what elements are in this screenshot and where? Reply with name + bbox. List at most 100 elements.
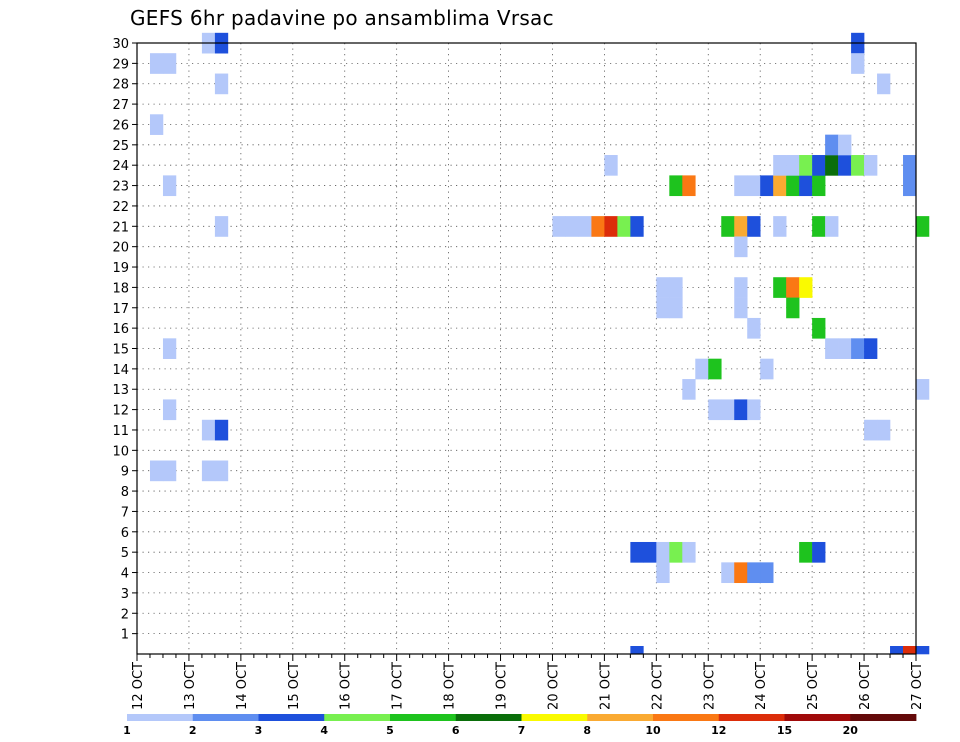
heatmap-cell	[214, 419, 229, 441]
chart-title: GEFS 6hr padavine po ansamblima Vrsac	[130, 6, 554, 30]
heatmap-cell	[903, 175, 917, 197]
heatmap-cell	[903, 646, 917, 655]
heatmap-cell	[760, 358, 774, 380]
y-tick-label: 3	[121, 587, 129, 602]
colorbar-label: 5	[386, 724, 394, 737]
heatmap-cell	[734, 216, 748, 237]
colorbar-segment	[653, 714, 720, 721]
x-tick-label: 26 OCT	[858, 662, 873, 710]
y-tick-label: 23	[112, 180, 129, 195]
heatmap-cell	[786, 175, 800, 197]
heatmap-cell	[747, 399, 761, 421]
heatmap-cell	[786, 277, 800, 298]
y-tick-label: 6	[121, 526, 129, 541]
heatmap-cell	[162, 175, 177, 197]
heatmap-cell	[799, 155, 813, 176]
y-tick-label: 15	[112, 343, 129, 358]
heatmap-cell	[864, 419, 878, 441]
x-tick-label: 23 OCT	[702, 662, 717, 710]
y-tick-label: 1	[121, 628, 129, 643]
heatmap-cell	[201, 460, 216, 482]
heatmap-cell	[695, 358, 709, 380]
heatmap-cell	[747, 562, 761, 584]
heatmap-cell	[838, 155, 852, 176]
x-tick-label: 27 OCT	[910, 662, 925, 710]
y-tick-label: 17	[112, 302, 129, 317]
heatmap-cell	[149, 460, 164, 482]
heatmap-cell	[786, 297, 800, 319]
heatmap-cell	[604, 216, 618, 237]
heatmap-cell	[812, 216, 826, 237]
heatmap-cell	[799, 277, 813, 298]
y-tick-label: 11	[112, 424, 129, 439]
y-tick-label: 21	[112, 220, 129, 235]
y-tick-label: 25	[112, 139, 129, 154]
colorbar-label: 8	[583, 724, 591, 737]
heatmap-cell	[214, 73, 229, 95]
heatmap-cell	[630, 541, 644, 563]
heatmap-cell	[786, 155, 800, 176]
heatmap-cell	[214, 216, 229, 237]
heatmap-cell	[851, 53, 865, 74]
heatmap-cell	[630, 216, 644, 237]
heatmap-cell	[682, 175, 696, 197]
heatmap-cell	[162, 460, 177, 482]
colorbar-segment	[324, 714, 391, 721]
colorbar-label: 15	[777, 724, 792, 737]
colorbar-segment	[587, 714, 654, 721]
heatmap-cell	[864, 155, 878, 176]
heatmap-cell	[890, 646, 904, 655]
x-tick-label: 19 OCT	[495, 662, 510, 710]
colorbar-label: 4	[320, 724, 328, 737]
colorbar-segment	[127, 714, 194, 721]
heatmap-cell	[734, 277, 748, 298]
x-tick-label: 21 OCT	[598, 662, 613, 710]
x-tick-label: 20 OCT	[546, 662, 561, 710]
heatmap-cell	[708, 358, 722, 380]
x-tick-label: 18 OCT	[443, 662, 458, 710]
heatmap-cell	[669, 277, 683, 298]
y-tick-label: 19	[112, 261, 129, 276]
colorbar-segment	[784, 714, 851, 721]
y-tick-label: 9	[121, 465, 129, 480]
heatmap-cell	[578, 216, 592, 237]
x-tick-label: 22 OCT	[650, 662, 665, 710]
heatmap-cell	[747, 317, 761, 339]
colorbar-label: 2	[189, 724, 197, 737]
heatmap-cell	[149, 114, 164, 135]
heatmap-cell	[734, 297, 748, 319]
heatmap-cell	[916, 216, 930, 237]
heatmap-cell	[825, 155, 839, 176]
heatmap-cell	[825, 338, 839, 359]
colorbar-segment	[390, 714, 457, 721]
heatmap-cell	[812, 317, 826, 339]
heatmap-cell	[877, 419, 891, 441]
heatmap-cell	[617, 216, 631, 237]
heatmap-cell	[734, 562, 748, 584]
heatmap-cell	[162, 399, 177, 421]
heatmap-cell	[565, 216, 579, 237]
heatmap-cell	[721, 399, 735, 421]
heatmap-cell	[773, 277, 787, 298]
heatmap-cell	[552, 216, 566, 237]
y-tick-label: 12	[112, 404, 129, 419]
colorbar-segment	[521, 714, 588, 721]
heatmap-cell	[669, 541, 683, 563]
heatmap-cell	[214, 460, 229, 482]
colorbar-label: 10	[645, 724, 661, 737]
heatmap-cell	[682, 541, 696, 563]
heatmap-cell	[903, 155, 917, 176]
heatmap-cell	[734, 399, 748, 421]
colorbar-segment	[718, 714, 785, 721]
heatmap-cell	[747, 175, 761, 197]
colorbar-label: 1	[123, 724, 131, 737]
heatmap-cell	[773, 155, 787, 176]
y-tick-label: 27	[112, 98, 129, 113]
x-tick-label: 17 OCT	[391, 662, 406, 710]
heatmap-cell	[864, 338, 878, 359]
heatmap-cell	[656, 277, 670, 298]
heatmap-cell	[643, 541, 657, 563]
heatmap-cell	[162, 338, 177, 359]
heatmap-cell	[669, 175, 683, 197]
colorbar-segment	[258, 714, 325, 721]
